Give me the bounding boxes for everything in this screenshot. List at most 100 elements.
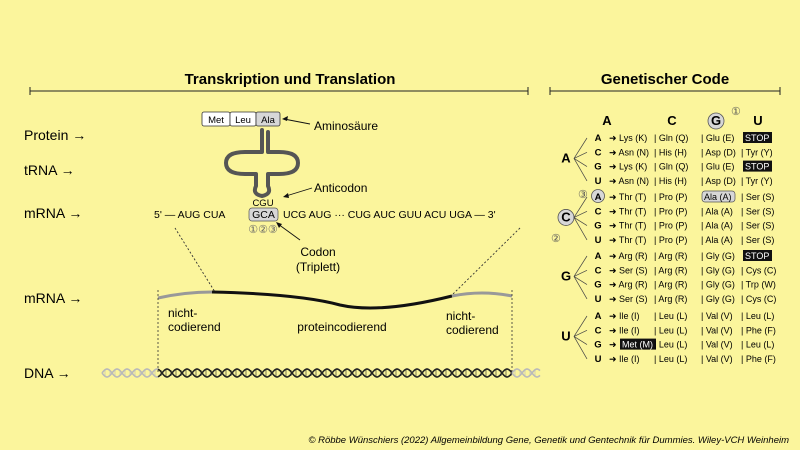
code-cell: | Phe (F) <box>741 354 776 364</box>
third-base-U: U <box>595 354 602 365</box>
code-cell: | Ala (A) <box>701 221 733 231</box>
code-cell: | Asp (D) <box>701 176 736 186</box>
third-base-A: A <box>595 251 602 262</box>
third-base-C: C <box>595 147 602 158</box>
code-cell: | His (H) <box>654 147 687 157</box>
codon-numbers: ①②③ <box>248 224 278 236</box>
row-label-mrna: mRNA → <box>24 205 82 221</box>
zoom-line-right <box>449 227 521 298</box>
third-base-A: A <box>595 311 602 322</box>
mrna-codon: GCA <box>252 209 275 221</box>
row-label-mrna-2: mRNA → <box>24 290 82 306</box>
amino-acid-leu: Leu <box>235 115 251 126</box>
group-fan-line <box>573 336 588 345</box>
code-cell: | Gly (G) <box>701 265 735 275</box>
code-cell: | Trp (W) <box>741 280 776 290</box>
group-fan-line <box>573 255 588 277</box>
region-left-1: nicht- <box>168 306 197 320</box>
code-cell: | Tyr (Y) <box>741 176 773 186</box>
code-cell: | Ser (S) <box>741 221 774 231</box>
code-cell: | Arg (R) <box>654 265 687 275</box>
code-cell: | Pro (P) <box>654 235 687 245</box>
group-fan-line <box>573 210 588 218</box>
dna-helix-icon <box>101 368 541 378</box>
code-cell: | Ser (S) <box>741 235 774 245</box>
code-cell: ➜ Asn (N) <box>609 176 649 186</box>
code-cell: | Ser (S) <box>741 192 774 202</box>
group-letter-U: U <box>561 328 570 343</box>
amino-acid-met: Met <box>208 115 224 126</box>
group-fan-line <box>573 217 588 226</box>
arrow-aminosaeure <box>283 118 311 125</box>
code-cell: ➜ Arg (R) <box>609 280 648 290</box>
amino-acid-ala: Ala <box>261 115 275 126</box>
copyright-note: © Röbbe Wünschiers (2022) Allgemeinbildu… <box>308 435 789 446</box>
code-cell: ➜ Ser (S) <box>609 294 648 304</box>
code-cell: | Leu (L) <box>741 340 774 350</box>
group-fan-line <box>573 329 588 337</box>
marker-third-base: ③ <box>578 189 588 201</box>
code-cell: | Gln (Q) <box>654 162 688 172</box>
group-fan-line <box>573 276 588 285</box>
code-cell: | Tyr (Y) <box>741 147 773 157</box>
group-fan-line <box>573 151 588 159</box>
code-cell: | Ala (A) <box>701 206 733 216</box>
code-cell-ala: Ala (A) <box>704 192 732 202</box>
code-cell: ➜ Asn (N) <box>609 147 649 157</box>
col-header-C: C <box>667 113 677 128</box>
code-cell: ➜ Lys (K) <box>609 162 647 172</box>
row-label-dna: DNA → <box>24 365 71 381</box>
code-cell: ➜ Thr (T) <box>609 206 646 216</box>
code-cell: ➜ Arg (R) <box>609 251 648 261</box>
third-base-C: C <box>595 265 602 276</box>
code-cell: ➜ Thr (T) <box>609 221 646 231</box>
code-cell: | Ser (S) <box>741 206 774 216</box>
mrna-suffix: UCG AUG ··· CUG AUC GUU ACU UGA — 3' <box>283 209 496 221</box>
third-a-highlight <box>591 189 605 203</box>
third-base-A: A <box>595 133 602 144</box>
code-cell-arrow: ➜ <box>609 340 617 350</box>
code-cell: | Val (V) <box>701 340 733 350</box>
mrna-regions <box>157 290 513 310</box>
code-cell: | Glu (E) <box>701 162 734 172</box>
row-label-trna: tRNA → <box>24 162 75 178</box>
code-cell: | Ala (A) <box>701 235 733 245</box>
code-cell: | Gln (Q) <box>654 133 688 143</box>
row-label-protein: Protein → <box>24 127 86 143</box>
code-cell: | Pro (P) <box>654 221 687 231</box>
code-cell-stop: STOP <box>745 133 769 143</box>
code-cell: ➜ Lys (K) <box>609 133 647 143</box>
code-cell: | Leu (L) <box>654 311 687 321</box>
third-base-U: U <box>595 294 602 305</box>
code-cell: | Arg (R) <box>654 294 687 304</box>
group-fan-line <box>573 217 588 241</box>
heading-genetic-code: Genetischer Code <box>601 71 729 88</box>
protein-chain: Met Leu Ala <box>201 111 281 127</box>
group-letter-G: G <box>561 268 571 283</box>
code-cell: ➜ Ile (I) <box>609 311 640 321</box>
third-base-A: A <box>595 192 602 203</box>
group-letter-A: A <box>561 150 571 165</box>
code-cell: | Cys (C) <box>741 265 776 275</box>
stop-highlight <box>743 132 772 143</box>
code-cell: | Arg (R) <box>654 251 687 261</box>
heading-transcription: Transkription und Translation <box>185 71 396 88</box>
code-cell: ➜ Ser (S) <box>609 265 648 275</box>
code-cell: | Leu (L) <box>654 325 687 335</box>
label-codon: Codon <box>300 245 335 259</box>
label-anticodon: Anticodon <box>314 181 367 195</box>
label-triplett: (Triplett) <box>296 260 340 274</box>
code-cell: | Cys (C) <box>741 294 776 304</box>
code-cell: ➜ Thr (T) <box>609 235 646 245</box>
code-cell: | Val (V) <box>701 325 733 335</box>
group-fan-line <box>573 276 588 300</box>
arrow-aminosaeure-head <box>282 116 288 121</box>
group-fan-line <box>573 269 588 277</box>
region-right-2: codierend <box>446 323 499 337</box>
third-base-G: G <box>594 280 601 291</box>
code-cell: ➜ Ile (I) <box>609 354 640 364</box>
code-cell: | Arg (R) <box>654 280 687 290</box>
third-base-U: U <box>595 235 602 246</box>
